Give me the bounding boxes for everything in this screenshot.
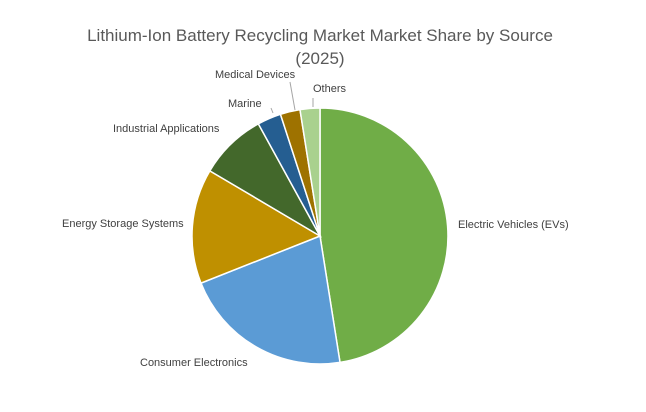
chart-title-main: Lithium-Ion Battery Recycling Market Mar…: [87, 26, 553, 45]
pie-slice-energy-storage-systems: [191, 169, 322, 285]
pie-slice-electric-vehicles-evs: [319, 107, 449, 364]
slice-label: Consumer Electronics: [140, 357, 248, 369]
leader-line: [289, 81, 296, 111]
slice-labels: Electric Vehicles (EVs) Consumer Electron…: [62, 69, 569, 369]
pie-slices: [191, 107, 449, 365]
slice-label: Energy Storage Systems: [62, 218, 184, 230]
chart-title-year: (2025): [295, 49, 345, 68]
slice-label: Others: [313, 83, 347, 95]
slice-label: Medical Devices: [215, 69, 296, 81]
slice-label: Industrial Applications: [113, 123, 220, 135]
slice-label: Electric Vehicles (EVs): [458, 219, 569, 231]
leader-line: [270, 107, 274, 114]
pie-slice-consumer-electronics: [200, 234, 341, 365]
chart-title: Lithium-Ion Battery Recycling Market Mar…: [0, 24, 640, 70]
slice-label: Marine: [228, 98, 262, 110]
leader-lines: [270, 81, 314, 114]
pie-slice-others: [299, 107, 321, 237]
